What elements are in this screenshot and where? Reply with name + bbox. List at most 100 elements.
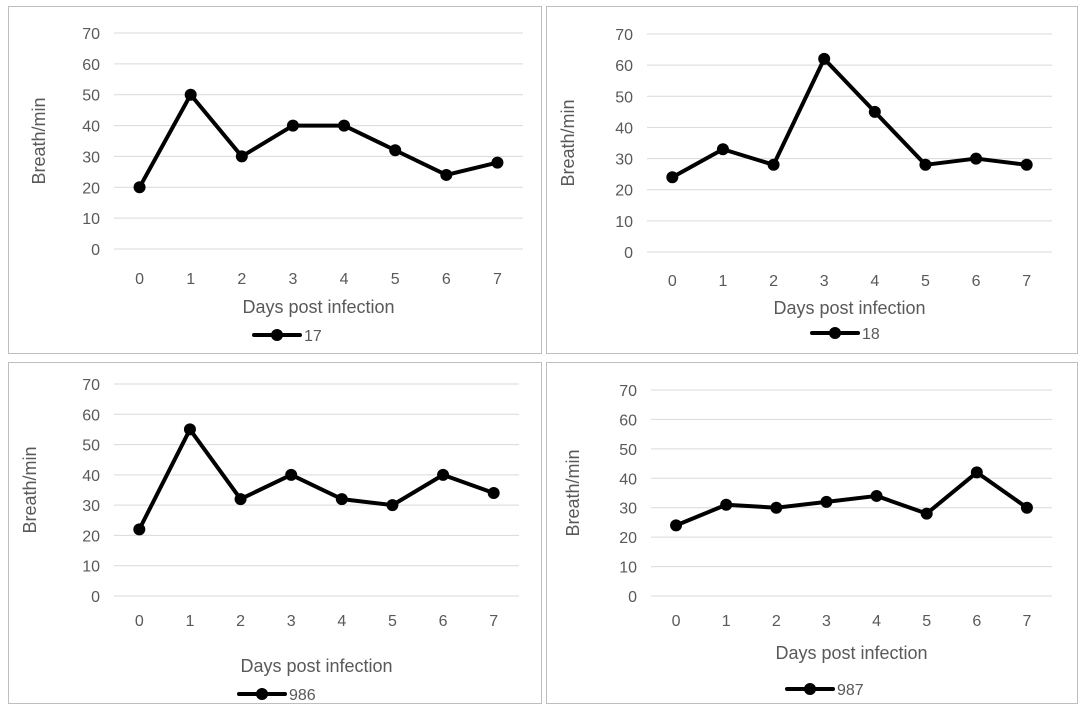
- data-point: [770, 501, 783, 514]
- data-point: [767, 158, 780, 171]
- data-point: [920, 507, 933, 520]
- data-point: [234, 493, 247, 506]
- x-tick-label: 3: [288, 271, 297, 288]
- x-tick-label: 3: [822, 613, 831, 630]
- data-point: [338, 119, 351, 132]
- data-point: [716, 143, 729, 156]
- x-tick-label: 4: [337, 613, 346, 630]
- y-axis-title: Breath/min: [558, 99, 578, 186]
- y-tick-label: 10: [82, 559, 100, 576]
- data-point: [1020, 158, 1033, 171]
- data-point: [386, 499, 399, 512]
- x-tick-label: 0: [135, 271, 144, 288]
- y-tick-label: 40: [615, 120, 633, 137]
- legend-marker: [271, 329, 283, 341]
- y-tick-label: 30: [82, 498, 100, 515]
- x-tick-label: 7: [489, 613, 498, 630]
- data-point: [818, 52, 831, 65]
- y-tick-label: 50: [82, 438, 100, 455]
- data-point: [183, 423, 196, 436]
- y-tick-label: 20: [615, 183, 633, 200]
- y-tick-label: 0: [624, 245, 633, 262]
- x-tick-label: 2: [772, 613, 781, 630]
- x-tick-label: 1: [718, 273, 727, 290]
- x-tick-label: 4: [870, 273, 879, 290]
- x-tick-label: 2: [769, 273, 778, 290]
- data-point: [133, 181, 146, 194]
- data-point: [335, 493, 348, 506]
- x-tick-label: 1: [722, 613, 731, 630]
- y-tick-label: 10: [615, 214, 633, 231]
- y-tick-label: 40: [82, 119, 100, 136]
- y-tick-label: 40: [82, 468, 100, 485]
- series-line: [670, 56, 1029, 180]
- line-chart-svg: 0 10 20 30 40 50 60 70 0 1 2 3 4 5 6 7 Days post infecti…: [20, 377, 519, 703]
- data-point: [133, 523, 146, 536]
- x-tick-label: 6: [439, 613, 448, 630]
- legend-label: 18: [862, 326, 880, 343]
- data-point: [820, 495, 833, 508]
- data-point: [670, 519, 683, 532]
- y-tick-label: 50: [619, 442, 637, 459]
- data-point: [868, 105, 881, 118]
- x-tick-label: 5: [921, 273, 930, 290]
- data-point: [286, 119, 299, 132]
- y-tick-label: 20: [619, 530, 637, 547]
- data-point: [184, 88, 197, 101]
- y-tick-label: 40: [619, 471, 637, 488]
- chart-panel-18: 0 10 20 30 40 50 60 70 0 1 2 3 4 5 6 7 Days post infecti…: [546, 6, 1078, 354]
- x-tick-label: 4: [872, 613, 881, 630]
- x-tick-label: 3: [287, 613, 296, 630]
- data-point: [970, 152, 983, 165]
- y-tick-label: 50: [615, 89, 633, 106]
- x-tick-label: 2: [237, 271, 246, 288]
- data-point: [389, 144, 402, 157]
- x-tick-label: 3: [820, 273, 829, 290]
- x-tick-label: 7: [1022, 273, 1031, 290]
- data-point: [970, 466, 983, 479]
- line-chart-svg: 0 10 20 30 40 50 60 70 0 1 2 3 4 5 6 7 Days post infecti…: [563, 383, 1052, 699]
- chart-panel-986: 0 10 20 30 40 50 60 70 0 1 2 3 4 5 6 7 Days post infecti…: [8, 362, 542, 704]
- data-point: [1020, 501, 1033, 514]
- data-point: [285, 468, 298, 481]
- y-tick-label: 70: [82, 377, 100, 394]
- y-tick-label: 30: [615, 152, 633, 169]
- data-point: [720, 498, 733, 511]
- data-point: [487, 487, 500, 500]
- y-tick-label: 60: [615, 58, 633, 75]
- data-point: [919, 158, 932, 171]
- chart-panel-987: 0 10 20 30 40 50 60 70 0 1 2 3 4 5 6 7 Days post infecti…: [546, 362, 1078, 704]
- y-tick-label: 0: [91, 242, 100, 259]
- y-tick-label: 70: [82, 26, 100, 43]
- y-tick-label: 30: [619, 501, 637, 518]
- y-tick-label: 20: [82, 180, 100, 197]
- y-tick-label: 20: [82, 528, 100, 545]
- x-tick-label: 2: [236, 613, 245, 630]
- x-tick-label: 6: [972, 613, 981, 630]
- legend-marker: [256, 688, 268, 700]
- legend-label: 17: [304, 328, 322, 345]
- series-line: [137, 427, 496, 532]
- y-axis-title: Breath/min: [29, 97, 49, 184]
- y-tick-label: 0: [91, 589, 100, 606]
- x-tick-label: 1: [186, 271, 195, 288]
- x-tick-label: 5: [391, 271, 400, 288]
- x-tick-label: 1: [185, 613, 194, 630]
- legend-marker: [829, 327, 841, 339]
- data-point: [437, 468, 450, 481]
- y-tick-label: 50: [82, 88, 100, 105]
- data-point: [491, 156, 504, 169]
- line-chart-svg: 0 10 20 30 40 50 60 70 0 1 2 3 4 5 6 7 Days post infecti…: [558, 27, 1052, 343]
- series-line: [137, 92, 500, 190]
- x-tick-label: 0: [135, 613, 144, 630]
- legend-label: 987: [837, 682, 864, 699]
- x-axis-title: Days post infection: [240, 656, 392, 676]
- x-tick-label: 7: [493, 271, 502, 288]
- y-tick-label: 0: [628, 589, 637, 606]
- y-tick-label: 60: [619, 412, 637, 429]
- y-tick-label: 10: [619, 560, 637, 577]
- x-axis-title: Days post infection: [775, 643, 927, 663]
- y-tick-label: 30: [82, 149, 100, 166]
- x-tick-label: 5: [922, 613, 931, 630]
- x-tick-label: 0: [672, 613, 681, 630]
